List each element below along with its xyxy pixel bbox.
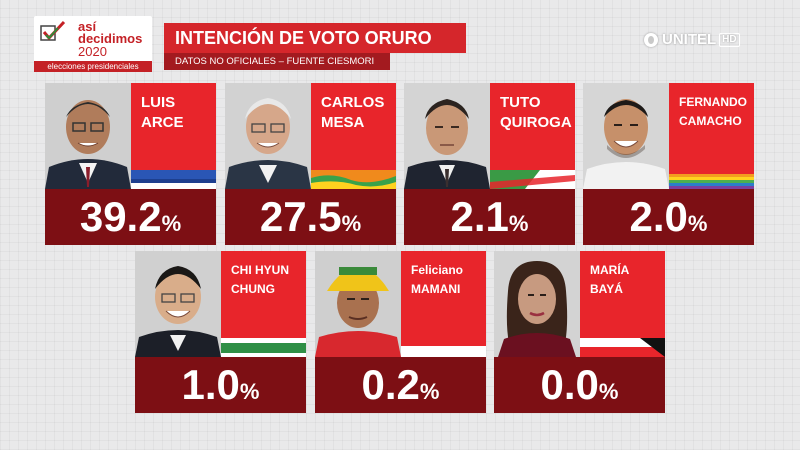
checkmark-icon xyxy=(40,20,66,41)
candidate-last-name: CHUNG xyxy=(231,282,275,296)
party-flag-cc xyxy=(311,170,396,189)
party-flag-pan-bol xyxy=(401,338,486,357)
candidate-photo xyxy=(404,83,490,189)
brand-name: UNITEL xyxy=(662,31,717,48)
percent-sign: % xyxy=(508,211,529,236)
candidate-photo xyxy=(583,83,669,189)
candidate-first-name: FERNANDO xyxy=(679,95,747,109)
logo-subtitle: elecciones presidenciales xyxy=(34,61,152,72)
candidate-card-chung: CHI HYUN CHUNG 1.0% xyxy=(135,251,306,413)
name-label: FERNANDO CAMACHO xyxy=(669,83,754,170)
percent-sign: % xyxy=(598,379,619,404)
percentage-value: 0.0 xyxy=(540,361,599,408)
candidate-card-quiroga: TUTO QUIROGA 2.1% xyxy=(404,83,575,245)
vote-percentage: 1.0% xyxy=(135,357,306,413)
candidate-last-name: MESA xyxy=(321,114,365,131)
candidate-first-name: TUTO xyxy=(500,94,541,111)
name-label: Feliciano MAMANI xyxy=(401,251,486,338)
hd-badge: HD xyxy=(719,33,740,47)
vote-percentage: 2.0% xyxy=(583,189,754,245)
name-label: CHI HYUN CHUNG xyxy=(221,251,306,338)
vote-percentage: 27.5% xyxy=(225,189,396,245)
candidate-card-baya: MARÍA BAYÁ 0.0% xyxy=(494,251,665,413)
candidate-photo xyxy=(45,83,131,189)
candidate-first-name: LUIS xyxy=(141,94,176,111)
vote-percentage: 0.2% xyxy=(315,357,486,413)
percent-sign: % xyxy=(341,211,362,236)
logo-year: 2020 xyxy=(78,44,107,59)
percentage-value: 0.2 xyxy=(361,361,420,408)
percent-sign: % xyxy=(239,379,260,404)
vote-percentage: 39.2% xyxy=(45,189,216,245)
candidate-card-camacho: FERNANDO CAMACHO 2.0% xyxy=(583,83,754,245)
candidate-first-name: MARÍA xyxy=(590,263,630,277)
party-flag-mnr xyxy=(580,338,665,357)
percentage-value: 2.0 xyxy=(629,193,688,240)
candidate-last-name: BAYÁ xyxy=(590,282,623,296)
party-flag-creemos xyxy=(669,170,754,189)
candidate-card-mesa: CARLOS MESA 27.5% xyxy=(225,83,396,245)
candidate-last-name: QUIROGA xyxy=(500,114,572,131)
name-label: LUIS ARCE xyxy=(131,83,216,170)
percent-sign: % xyxy=(419,379,440,404)
candidate-photo xyxy=(225,83,311,189)
logo-line-2: decidimos xyxy=(78,31,143,46)
name-label: MARÍA BAYÁ xyxy=(580,251,665,338)
percentage-value: 2.1 xyxy=(450,193,509,240)
candidate-last-name: CAMACHO xyxy=(679,114,742,128)
page-title: INTENCIÓN DE VOTO ORURO xyxy=(164,23,466,53)
candidate-card-mamani: Feliciano MAMANI 0.2% xyxy=(315,251,486,413)
party-flag-mas xyxy=(131,170,216,189)
vote-percentage: 0.0% xyxy=(494,357,665,413)
source-note: DATOS NO OFICIALES – FUENTE CIESMORI xyxy=(164,53,390,70)
percent-sign: % xyxy=(687,211,708,236)
candidate-first-name: Feliciano xyxy=(411,263,464,277)
candidate-last-name: ARCE xyxy=(141,114,184,131)
candidate-photo xyxy=(135,251,221,357)
candidate-last-name: MAMANI xyxy=(411,282,461,296)
asi-decidimos-logo: así decidimos 2020 elecciones presidenci… xyxy=(34,16,152,72)
logo-line-1: así xyxy=(78,19,97,34)
candidate-photo xyxy=(494,251,580,357)
candidate-photo xyxy=(315,251,401,357)
percentage-value: 39.2 xyxy=(79,193,162,240)
unitel-logo-icon xyxy=(644,33,658,47)
percent-sign: % xyxy=(161,211,182,236)
unitel-brand: UNITEL HD xyxy=(644,31,740,49)
candidate-card-arce: LUIS ARCE 39.2% xyxy=(45,83,216,245)
party-flag-libre21 xyxy=(490,170,575,189)
candidate-first-name: CARLOS xyxy=(321,94,385,111)
percentage-value: 27.5 xyxy=(259,193,342,240)
percentage-value: 1.0 xyxy=(181,361,240,408)
name-label: CARLOS MESA xyxy=(311,83,396,170)
name-label: TUTO QUIROGA xyxy=(490,83,575,170)
party-flag-fpv xyxy=(221,338,306,357)
candidate-first-name: CHI HYUN xyxy=(231,263,290,277)
vote-percentage: 2.1% xyxy=(404,189,575,245)
